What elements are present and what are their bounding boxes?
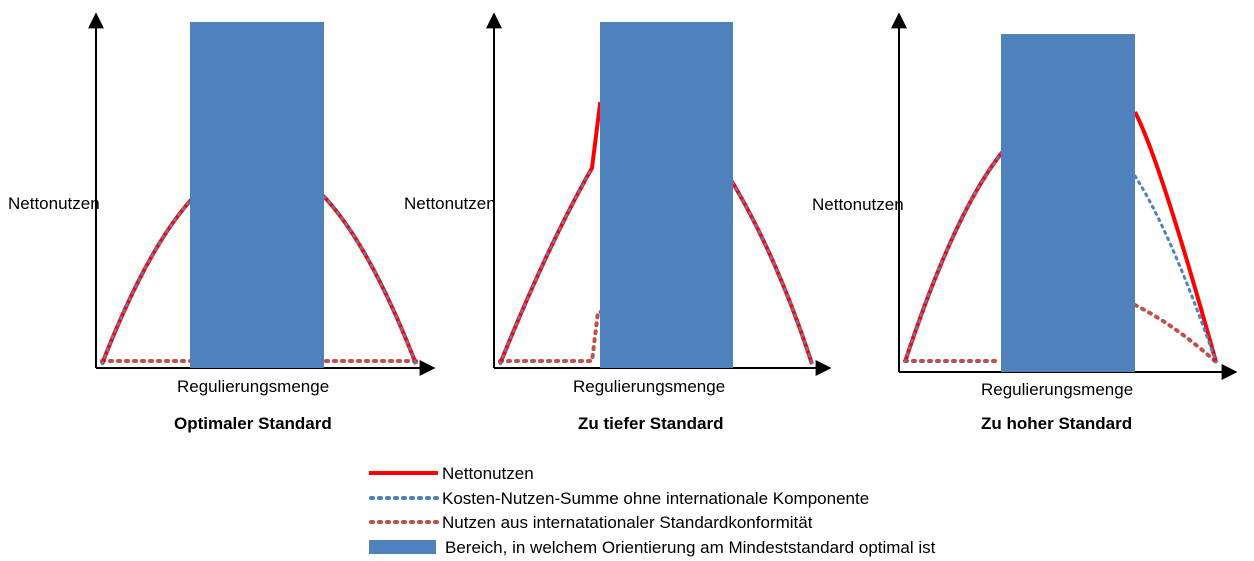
nettonutzen-curve-right (1133, 111, 1218, 363)
nettonutzen-curve-right (723, 168, 814, 365)
y-axis-label: Nettonutzen (8, 194, 100, 213)
kosten-nutzen-curve-right (723, 168, 814, 366)
legend-label: Nettonutzen (442, 464, 534, 483)
legend-label: Bereich, in welchem Orientierung am Mind… (445, 538, 936, 557)
kosten-nutzen-curve (903, 148, 1006, 364)
panel-title: Zu tiefer Standard (578, 414, 723, 433)
legend-label: Kosten-Nutzen-Summe ohne internationale … (442, 489, 869, 508)
int-nutzen-curve (498, 310, 607, 363)
panel-title: Zu hoher Standard (981, 414, 1132, 433)
legend-swatch-blue-box (369, 540, 436, 554)
mindeststandard-bereich (190, 22, 324, 368)
legend: Nettonutzen Kosten-Nutzen-Summe ohne int… (369, 464, 936, 557)
y-axis-label: Nettonutzen (404, 194, 496, 213)
x-axis-label: Regulierungsmenge (177, 377, 329, 396)
kosten-nutzen-curve-right (1133, 174, 1218, 364)
kosten-nutzen-curve (498, 166, 594, 366)
legend-item-nettonutzen: Nettonutzen (369, 464, 534, 483)
legend-item-bereich: Bereich, in welchem Orientierung am Mind… (369, 538, 936, 557)
legend-item-kosten-nutzen: Kosten-Nutzen-Summe ohne internationale … (369, 489, 869, 508)
panel-zu-hoch: Nettonutzen Regulierungsmenge Zu hoher S… (812, 12, 1238, 433)
mindeststandard-bereich (1001, 34, 1135, 372)
legend-item-int-nutzen: Nutzen aus internatationaler Standardkon… (369, 513, 813, 532)
y-axis-label: Nettonutzen (812, 195, 904, 214)
nettonutzen-curve (903, 148, 1006, 363)
legend-label: Nutzen aus internatationaler Standardkon… (442, 513, 813, 532)
mindeststandard-bereich (600, 22, 733, 368)
panel-title: Optimaler Standard (174, 414, 332, 433)
int-nutzen-curve-right (1133, 303, 1218, 364)
x-axis-label: Regulierungsmenge (573, 377, 725, 396)
panel-zu-tief: Nettonutzen Regulierungsmenge Zu tiefer … (404, 12, 832, 433)
x-axis-label: Regulierungsmenge (981, 380, 1133, 399)
panel-optimal: Nettonutzen Regulierungsmenge Optimaler … (8, 12, 436, 433)
